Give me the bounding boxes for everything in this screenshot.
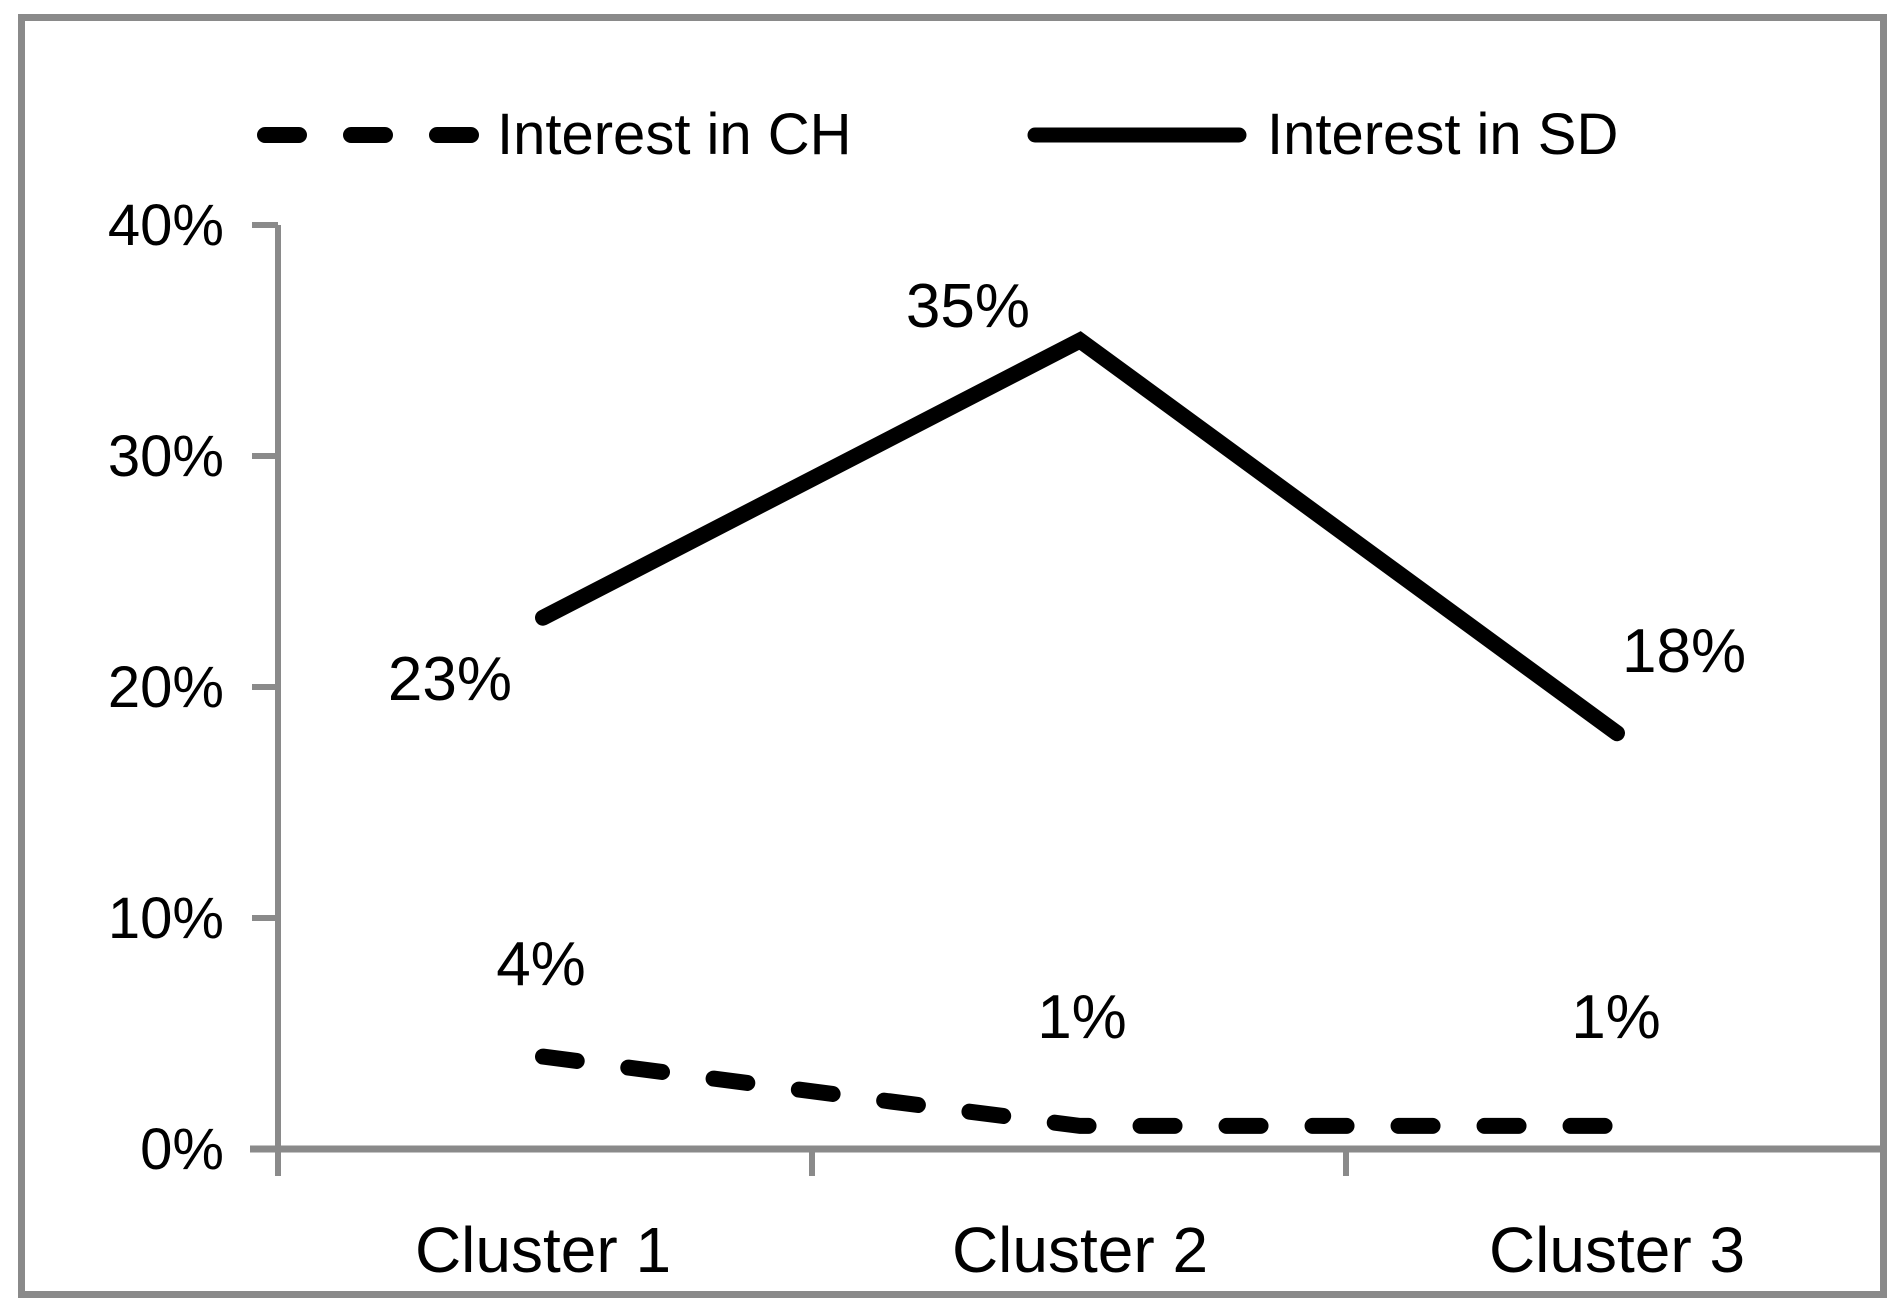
x-label-cluster-3: Cluster 3: [1489, 1214, 1745, 1286]
axes: [250, 222, 1884, 1176]
data-label-sd-cluster1: 23%: [388, 645, 512, 714]
legend: Interest in CH Interest in SD: [257, 102, 1618, 167]
figure-frame-border: [18, 14, 1887, 1298]
y-tick-label-40: 40%: [108, 193, 224, 258]
x-label-cluster-2: Cluster 2: [952, 1214, 1208, 1286]
x-label-cluster-1: Cluster 1: [415, 1214, 671, 1286]
data-labels: 23% 35% 18% 4% 1% 1%: [388, 272, 1746, 1052]
data-label-ch-cluster1: 4%: [496, 930, 586, 999]
y-tick-label-0: 0%: [140, 1117, 224, 1182]
legend-label-interest-in-ch: Interest in CH: [497, 102, 852, 167]
y-tick-label-30: 30%: [108, 424, 224, 489]
y-tick-label-10: 10%: [108, 886, 224, 951]
legend-label-interest-in-sd: Interest in SD: [1267, 102, 1618, 167]
data-label-sd-cluster3: 18%: [1622, 617, 1746, 686]
data-label-sd-cluster2: 35%: [906, 272, 1030, 341]
x-axis-labels: Cluster 1 Cluster 2 Cluster 3: [415, 1214, 1745, 1286]
data-label-ch-cluster2: 1%: [1037, 983, 1127, 1052]
y-tick-label-20: 20%: [108, 655, 224, 720]
data-label-ch-cluster3: 1%: [1571, 983, 1661, 1052]
series-lines: [535, 331, 1625, 1134]
series-line-interest-in-sd: [535, 331, 1625, 742]
y-axis-labels: 40% 30% 20% 10% 0%: [108, 193, 224, 1182]
series-line-interest-in-ch: [535, 1048, 1625, 1134]
